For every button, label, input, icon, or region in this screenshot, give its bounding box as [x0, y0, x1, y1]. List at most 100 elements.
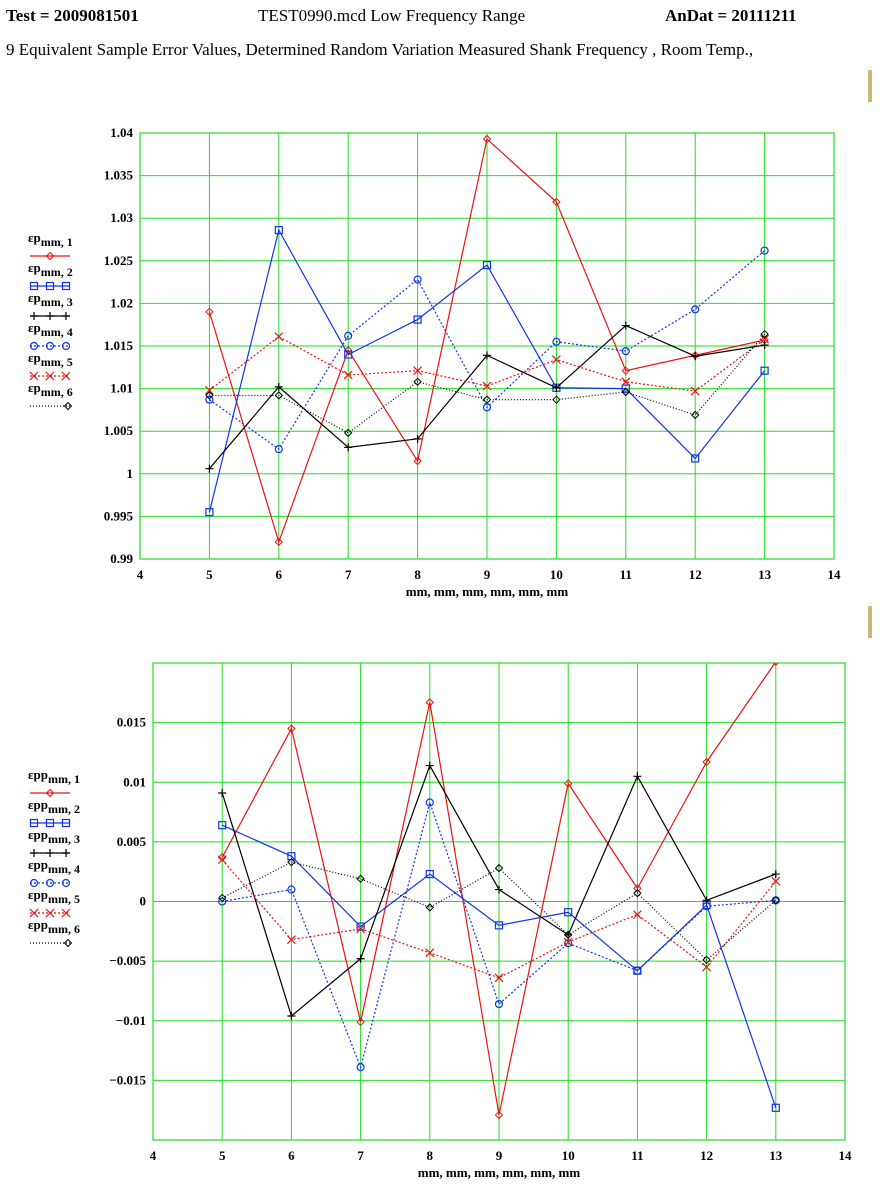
- legend-label: εpmm, 4: [28, 320, 73, 339]
- y-tick-label: 1.02: [110, 295, 133, 310]
- data-point: [702, 955, 711, 965]
- data-point: [691, 352, 700, 361]
- series-line: [209, 333, 766, 434]
- series-line: [221, 859, 777, 979]
- legend-swatch: [29, 908, 71, 918]
- data-point: [494, 1110, 504, 1120]
- legend-marker: [62, 312, 70, 320]
- legend-label: εppmm, 2: [28, 797, 80, 816]
- legend-marker: [45, 251, 55, 261]
- x-tick-label: 5: [219, 1148, 226, 1163]
- legend-marker: [29, 818, 39, 828]
- data-point: [552, 197, 561, 207]
- x-tick-label: 8: [414, 567, 421, 582]
- x-tick-label: 10: [550, 567, 563, 582]
- plot-frame: [139, 132, 835, 560]
- legend-marker: [45, 341, 55, 351]
- test-id-label: Test = 2009081501: [6, 6, 139, 25]
- series-3: [205, 321, 769, 473]
- series-line: [221, 663, 776, 1116]
- y-tick-label: 1.005: [104, 423, 134, 438]
- data-point: [552, 383, 561, 392]
- series-1: [217, 663, 779, 1120]
- data-point: [274, 444, 283, 454]
- legend-swatch: [30, 312, 70, 320]
- data-point: [760, 341, 769, 350]
- data-point: [356, 1017, 365, 1027]
- legend-marker: [29, 371, 39, 381]
- legend-marker: [62, 849, 70, 857]
- data-point: [425, 798, 434, 807]
- data-point: [344, 443, 353, 452]
- y-tick-label: −0.005: [109, 953, 146, 968]
- y-tick-label: 1.04: [110, 125, 133, 140]
- data-point: [287, 1011, 296, 1020]
- legend-marker: [61, 908, 71, 918]
- series-line: [222, 800, 776, 1070]
- file-range-label: TEST0990.mcd Low Frequency Range: [258, 6, 526, 25]
- data-point: [274, 391, 284, 400]
- x-tick-label: 12: [689, 567, 702, 582]
- legend-label: εpmm, 1: [28, 230, 73, 249]
- data-point: [413, 366, 423, 376]
- legend-marker: [45, 908, 55, 918]
- legend-swatch: [29, 281, 71, 291]
- y-tick-label: 1: [127, 466, 134, 481]
- data-point: [344, 350, 353, 359]
- data-point: [218, 897, 227, 906]
- data-point: [482, 381, 492, 391]
- data-point: [287, 857, 296, 867]
- series-3: [218, 761, 780, 1020]
- data-point: [702, 902, 711, 911]
- data-point: [217, 853, 227, 862]
- y-tick-label: 1.025: [104, 253, 134, 268]
- legend-marker: [29, 281, 39, 291]
- data-point: [356, 924, 366, 934]
- data-point: [633, 966, 642, 975]
- data-point: [425, 761, 434, 770]
- andat-label: AnDat = 20111211: [665, 6, 797, 25]
- data-point: [691, 454, 700, 463]
- data-point: [205, 307, 214, 317]
- edge-marker-middle: [868, 606, 872, 638]
- legend-marker: [46, 312, 54, 320]
- legend-label: εppmm, 3: [28, 827, 80, 846]
- data-point: [356, 1063, 365, 1072]
- legend-marker: [29, 908, 39, 918]
- y-tick-label: −0.015: [109, 1072, 146, 1087]
- y-tick-label: 0: [140, 894, 147, 909]
- data-point: [772, 663, 779, 667]
- legend-marker: [46, 849, 54, 857]
- legend-marker: [61, 341, 71, 351]
- x-tick-label: 9: [496, 1148, 503, 1163]
- x-tick-label: 11: [620, 567, 632, 582]
- x-tick-label: 11: [631, 1148, 643, 1163]
- legend-marker: [61, 371, 71, 381]
- y-tick-label: 1.035: [104, 168, 134, 183]
- data-point: [771, 1103, 780, 1112]
- data-point: [356, 954, 365, 963]
- data-point: [413, 275, 422, 284]
- x-tick-label: 4: [150, 1148, 157, 1163]
- legend-label: εpmm, 2: [28, 260, 73, 279]
- data-point: [621, 387, 631, 397]
- x-axis-label: mm, mm, mm, mm, mm, mm: [418, 1165, 581, 1180]
- legend-label: εpmm, 6: [28, 380, 73, 399]
- data-point: [771, 876, 781, 886]
- x-tick-label: 12: [700, 1148, 713, 1163]
- data-point: [425, 869, 434, 879]
- legend-marker: [45, 788, 55, 798]
- data-point: [771, 896, 781, 905]
- data-point: [552, 395, 561, 404]
- legend-marker: [29, 878, 39, 888]
- legend-swatch: [29, 371, 71, 381]
- data-point: [425, 948, 435, 958]
- data-point: [287, 885, 296, 894]
- legend-marker: [63, 401, 73, 411]
- legend-swatch: [30, 788, 70, 798]
- data-point: [633, 884, 642, 893]
- x-tick-label: 7: [345, 567, 352, 582]
- data-point: [413, 377, 422, 386]
- data-point: [205, 395, 214, 404]
- y-tick-label: 0.01: [123, 774, 146, 789]
